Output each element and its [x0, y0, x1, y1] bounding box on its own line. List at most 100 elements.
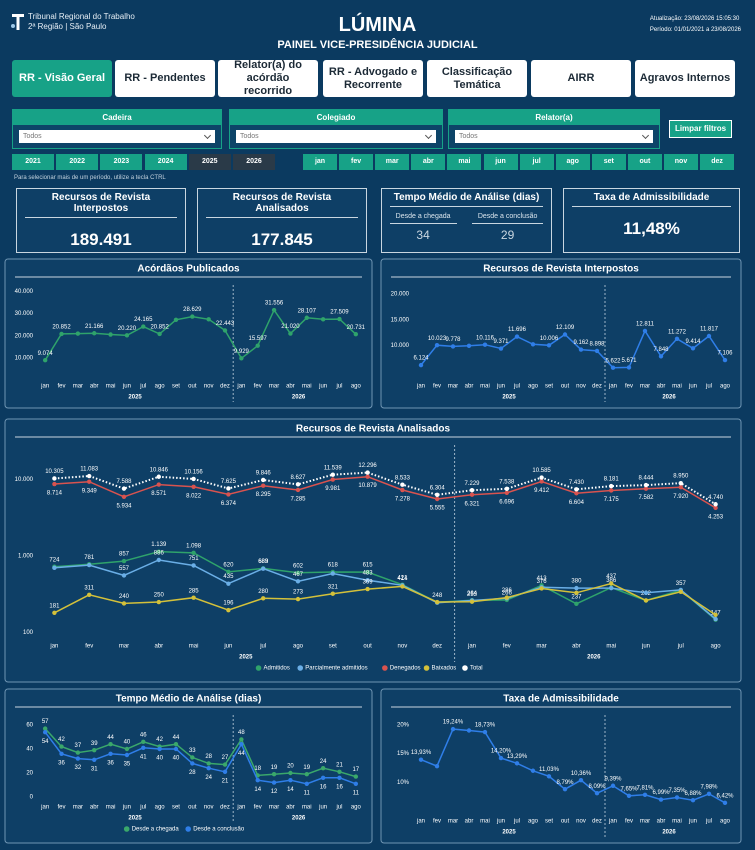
month-button[interactable]: mai [447, 154, 482, 170]
filter-dropdown[interactable]: Todos [236, 130, 436, 143]
data-label: 286 [502, 588, 513, 594]
data-label: 421 [397, 575, 408, 581]
data-label: 689 [258, 559, 269, 565]
x-tick-label: mar [448, 384, 458, 390]
data-label: 886 [154, 551, 165, 557]
month-button[interactable]: dez [700, 154, 735, 170]
y-tick-label: 1.000 [18, 554, 34, 560]
x-tick-label: abr [90, 805, 99, 811]
x-tick-label: mar [640, 819, 650, 825]
y-tick-label: 20.000 [15, 333, 34, 339]
data-label: 7.106 [717, 351, 733, 357]
year-button[interactable]: 2024 [144, 154, 187, 170]
month-button[interactable]: abr [411, 154, 446, 170]
x-tick-label: fev [433, 384, 441, 390]
series-line [54, 559, 717, 620]
month-button[interactable]: mar [375, 154, 410, 170]
data-label: 181 [49, 603, 60, 609]
data-label: 9.349 [82, 488, 98, 494]
data-label: 10.006 [540, 336, 559, 342]
data-label: 17 [352, 767, 359, 773]
data-label: 7.588 [116, 479, 132, 485]
data-label: 250 [154, 593, 165, 599]
month-button[interactable]: jun [483, 154, 518, 170]
data-label: 44 [107, 735, 114, 741]
nav-button[interactable]: Classificação Temática [427, 60, 527, 97]
x-tick-label: ago [293, 644, 304, 650]
clear-button[interactable]: Limpar filtros [669, 120, 732, 138]
nav-button[interactable]: Agravos Internos [635, 60, 735, 97]
data-label: 321 [328, 584, 339, 590]
data-point [108, 742, 113, 747]
month-button[interactable]: nov [664, 154, 698, 170]
month-button[interactable]: set [591, 154, 626, 170]
year-button[interactable]: 2022 [56, 154, 99, 170]
data-label: 11 [353, 790, 360, 796]
data-label: 266 [502, 591, 513, 597]
month-button[interactable]: jul [519, 154, 554, 170]
data-point [609, 483, 614, 489]
data-point [469, 492, 475, 497]
nav-button[interactable]: RR - Pendentes [115, 60, 215, 97]
data-label: 13,93% [411, 750, 432, 756]
year-button[interactable]: 2021 [12, 154, 54, 170]
kpi-title: Recursos de Revista Interpostos [25, 192, 177, 218]
data-label: 7,81% [636, 785, 654, 791]
chart-title: Acórdãos Publicados [137, 264, 240, 275]
month-button[interactable]: out [627, 154, 662, 170]
data-point [92, 757, 97, 762]
year-button[interactable]: 2026 [233, 154, 275, 170]
data-point [574, 590, 579, 596]
data-label: 7,35% [668, 788, 686, 794]
data-label: 27.509 [330, 310, 349, 316]
x-tick-label: jan [49, 644, 58, 650]
data-point [206, 317, 211, 322]
nav-button[interactable]: RR - Visão Geral [12, 60, 112, 97]
nav-button[interactable]: Relator(a) do acórdão recorrido [218, 59, 318, 97]
data-point [574, 487, 579, 492]
data-point [141, 324, 146, 329]
year-button[interactable]: 2025 [188, 154, 231, 170]
data-label: 6.604 [569, 500, 585, 506]
filter-dropdown[interactable]: Todos [455, 130, 653, 143]
data-label: 11.696 [508, 327, 527, 333]
data-point [190, 755, 195, 760]
x-tick-label: fev [625, 819, 633, 825]
data-label: 14 [254, 787, 261, 793]
data-point [239, 737, 244, 742]
month-button[interactable]: fev [339, 154, 374, 170]
data-point [610, 783, 616, 788]
data-label: 16 [320, 784, 327, 790]
data-label: 8.295 [256, 492, 272, 498]
year-button[interactable]: 2023 [100, 154, 143, 170]
x-tick-label: mai [672, 384, 682, 390]
data-point [304, 772, 309, 777]
data-point [643, 486, 649, 491]
data-label: 7.285 [290, 497, 306, 503]
x-tick-label: mar [73, 805, 83, 811]
x-tick-label: ago [155, 805, 166, 811]
month-button[interactable]: ago [555, 154, 590, 170]
kpi-title: Tempo Médio de Análise (dias) [390, 192, 543, 207]
data-point [678, 589, 683, 595]
month-button[interactable]: jan [303, 154, 337, 170]
x-tick-label: mai [480, 819, 490, 825]
data-label: 4.253 [708, 514, 724, 520]
group-label: 2026 [662, 830, 676, 836]
data-point [206, 766, 211, 771]
data-label: 10.585 [532, 468, 551, 474]
nav-button[interactable]: RR - Advogado e Recorrente [323, 60, 423, 97]
data-label: 11,03% [539, 767, 560, 773]
data-point [295, 579, 301, 584]
data-label: 1.139 [151, 542, 167, 548]
data-point [226, 581, 231, 586]
data-label: 7.175 [604, 497, 620, 503]
nav-button[interactable]: AIRR [531, 60, 631, 97]
data-point [713, 505, 718, 511]
filter-dropdown[interactable]: Todos [19, 130, 215, 143]
data-point [271, 307, 277, 313]
x-tick-label: abr [657, 384, 666, 390]
y-tick-label: 10.000 [15, 356, 34, 362]
data-label: 6,42% [716, 793, 734, 799]
x-tick-label: mar [536, 644, 546, 650]
